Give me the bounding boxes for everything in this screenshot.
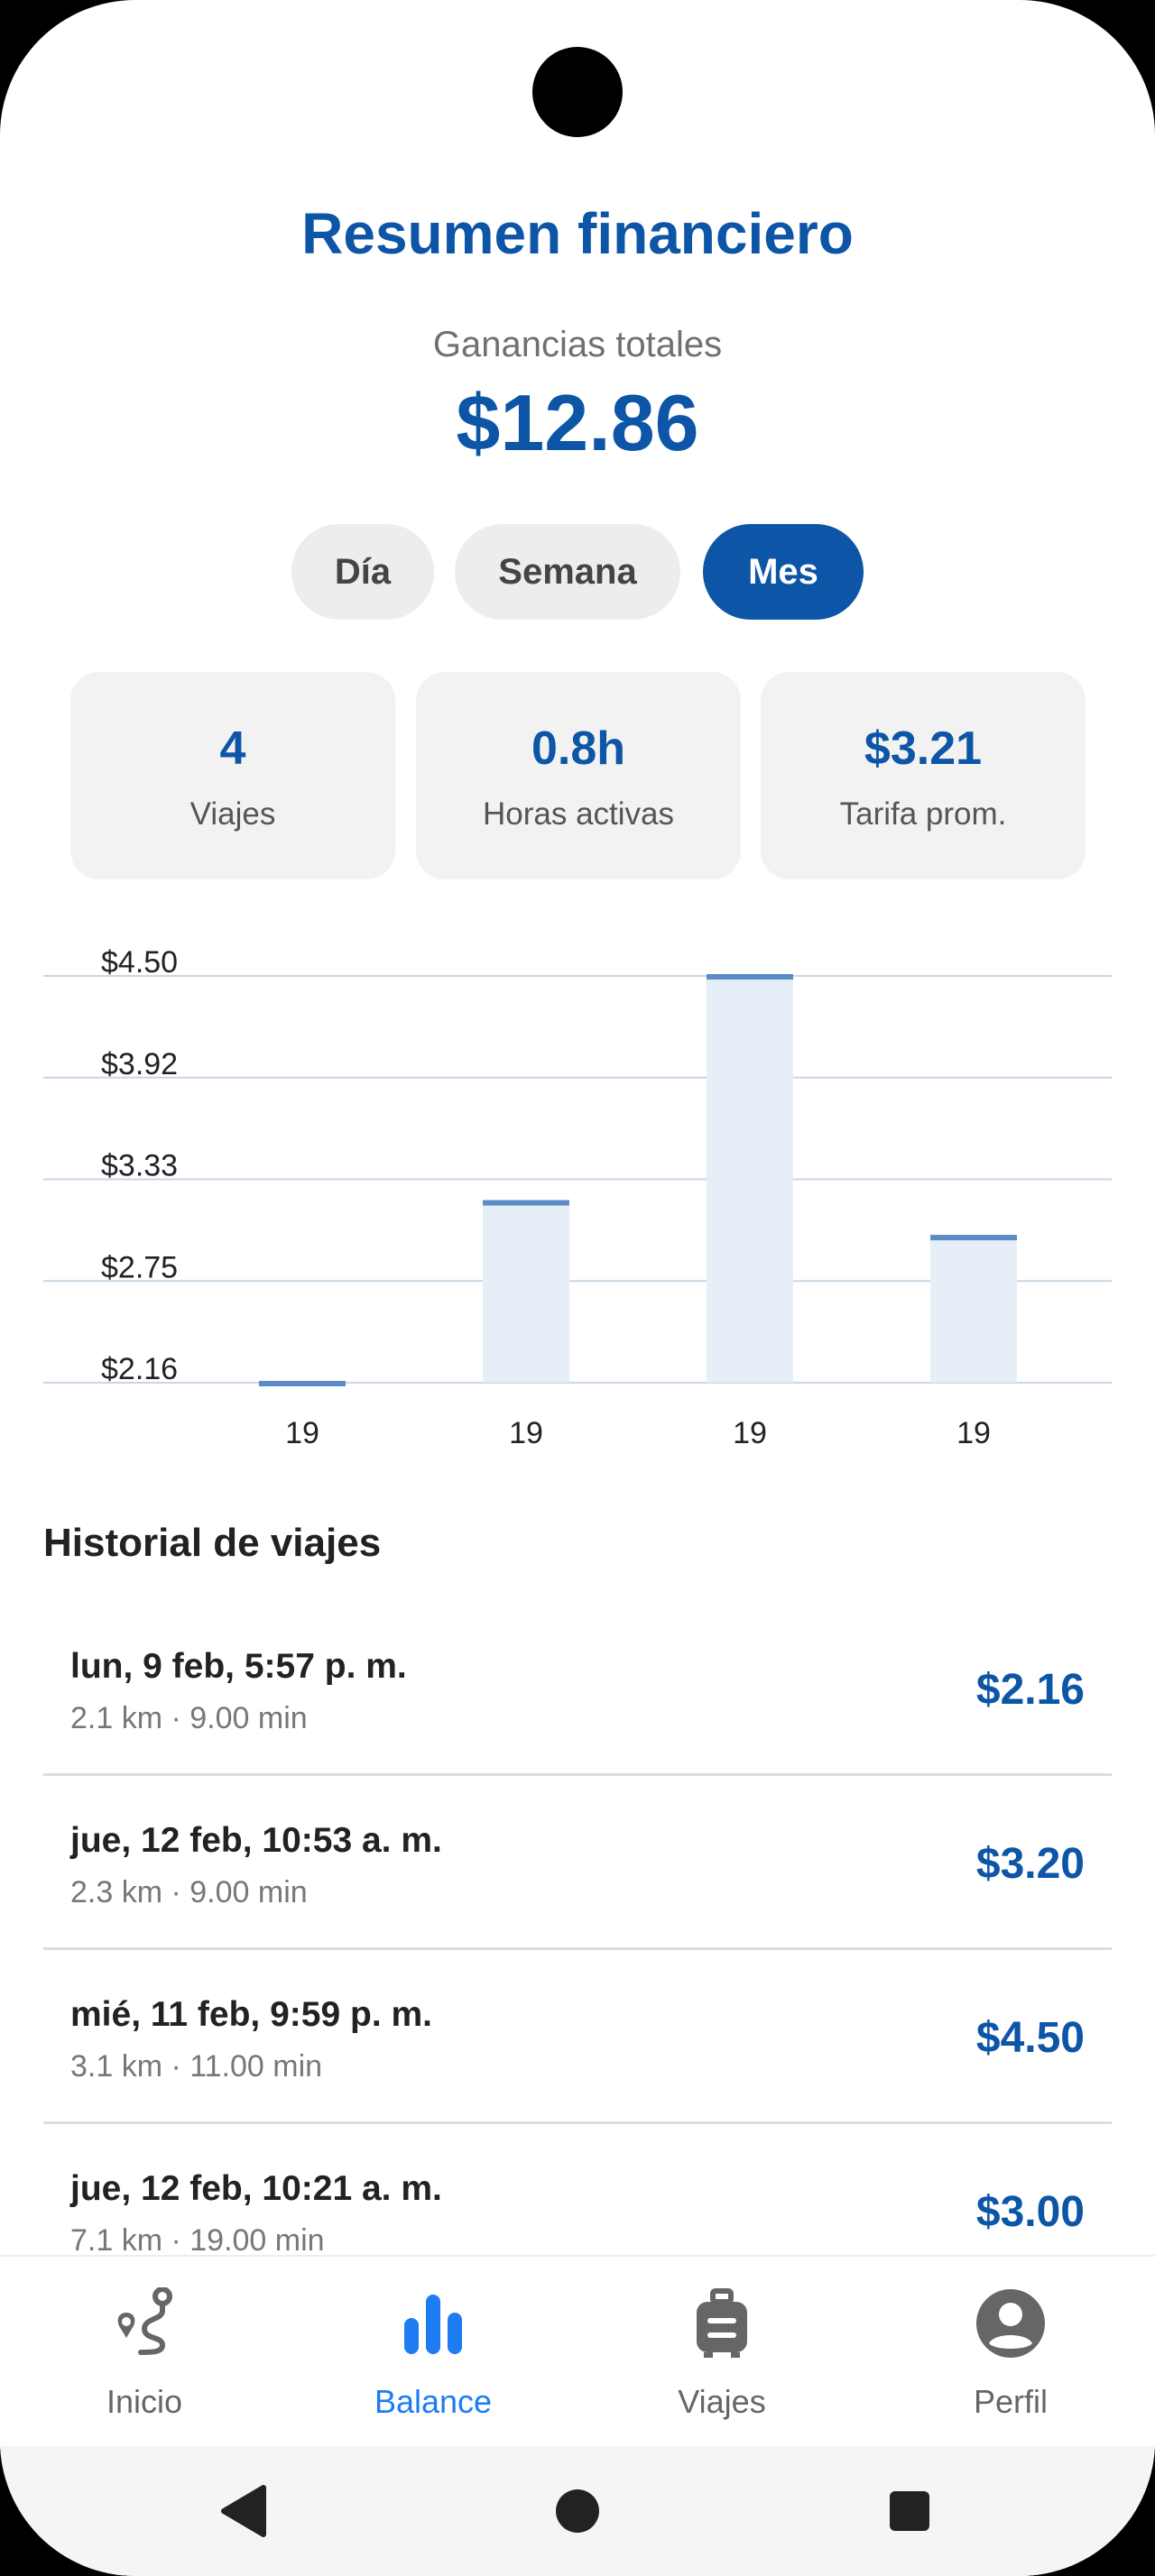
page-title: Resumen financiero: [301, 201, 854, 266]
trip-meta: 2.1 km · 9.00 min: [70, 1701, 308, 1735]
period-day-button[interactable]: Día: [291, 524, 434, 620]
back-icon[interactable]: [199, 2446, 289, 2576]
camera-cutout: [532, 47, 623, 137]
bottom-navigation: Inicio Balance Viajes: [0, 2255, 1155, 2448]
earnings-bar-chart: $4.50 $3.92 $3.33 $2.75 $2.16 19 19 19 19: [43, 945, 1112, 1450]
nav-item-inicio[interactable]: Inicio: [0, 2257, 289, 2448]
nav-label: Balance: [374, 2383, 493, 2420]
trip-meta: 3.1 km · 11.00 min: [70, 2049, 323, 2084]
trip-row[interactable]: jue, 12 feb, 10:53 a. m. 2.3 km · 9.00 m…: [43, 1774, 1112, 1950]
period-month-button[interactable]: Mes: [703, 524, 864, 620]
nav-item-viajes[interactable]: Viajes: [578, 2257, 866, 2448]
stat-label: Tarifa prom.: [839, 796, 1007, 832]
trip-meta: 7.1 km · 19.00 min: [70, 2223, 325, 2258]
account-icon: [976, 2289, 1045, 2358]
trip-price: $2.16: [975, 1666, 1085, 1714]
y-tick-label: $3.33: [101, 1149, 178, 1183]
nav-label: Perfil: [973, 2383, 1049, 2420]
total-earnings-value: $12.86: [456, 378, 699, 467]
stat-card-active-hours: 0.8h Horas activas: [416, 672, 741, 879]
trip-price: $3.20: [975, 1840, 1085, 1888]
stat-value: 4: [219, 722, 246, 775]
trip-price: $3.00: [975, 2188, 1085, 2236]
nav-label: Viajes: [678, 2383, 766, 2420]
y-tick-label: $2.75: [101, 1250, 178, 1284]
total-earnings-label: Ganancias totales: [432, 325, 723, 364]
stat-value: 0.8h: [531, 722, 626, 775]
y-tick-label: $4.50: [101, 945, 178, 980]
stat-card-trips: 4 Viajes: [70, 672, 395, 879]
nav-item-perfil[interactable]: Perfil: [866, 2257, 1155, 2448]
bar-top-line: [707, 974, 793, 980]
system-navigation-bar: [0, 2446, 1155, 2576]
bar: [707, 976, 793, 1383]
y-tick-label: $3.92: [101, 1047, 178, 1081]
period-week-button[interactable]: Semana: [455, 524, 680, 620]
route-icon: [117, 2287, 172, 2355]
nav-label: Inicio: [106, 2383, 183, 2420]
x-tick-label: 19: [733, 1416, 767, 1450]
stat-label: Viajes: [189, 796, 276, 832]
bar-top-line: [259, 1381, 346, 1386]
trip-row[interactable]: lun, 9 feb, 5:57 p. m. 2.1 km · 9.00 min…: [43, 1600, 1112, 1776]
x-tick-label: 19: [509, 1416, 543, 1450]
trip-row[interactable]: mié, 11 feb, 9:59 p. m. 3.1 km · 11.00 m…: [43, 1948, 1112, 2124]
home-icon[interactable]: [532, 2446, 623, 2576]
stat-value: $3.21: [864, 722, 983, 775]
trip-date: jue, 12 feb, 10:53 a. m.: [70, 1821, 442, 1860]
trip-date: lun, 9 feb, 5:57 p. m.: [70, 1647, 407, 1686]
nav-item-balance[interactable]: Balance: [289, 2257, 578, 2448]
bar-top-line: [483, 1200, 569, 1206]
bar: [930, 1237, 1017, 1383]
trip-history-title: Historial de viajes: [43, 1521, 382, 1565]
luggage-icon: [697, 2288, 747, 2358]
trip-meta: 2.3 km · 9.00 min: [70, 1875, 308, 1909]
bar-top-line: [930, 1235, 1017, 1241]
trip-price: $4.50: [975, 2014, 1085, 2062]
recents-icon[interactable]: [864, 2446, 955, 2576]
bar-chart-icon: [404, 2295, 462, 2354]
x-tick-label: 19: [956, 1416, 991, 1450]
trip-date: mié, 11 feb, 9:59 p. m.: [70, 1995, 433, 2034]
y-tick-label: $2.16: [101, 1352, 178, 1386]
trip-date: jue, 12 feb, 10:21 a. m.: [70, 2169, 442, 2208]
stat-card-average-fare: $3.21 Tarifa prom.: [761, 672, 1086, 879]
x-tick-label: 19: [285, 1416, 319, 1450]
bar: [483, 1201, 569, 1383]
stat-label: Horas activas: [482, 796, 675, 832]
trip-row[interactable]: jue, 12 feb, 10:21 a. m. 7.1 km · 19.00 …: [43, 2122, 1112, 2295]
